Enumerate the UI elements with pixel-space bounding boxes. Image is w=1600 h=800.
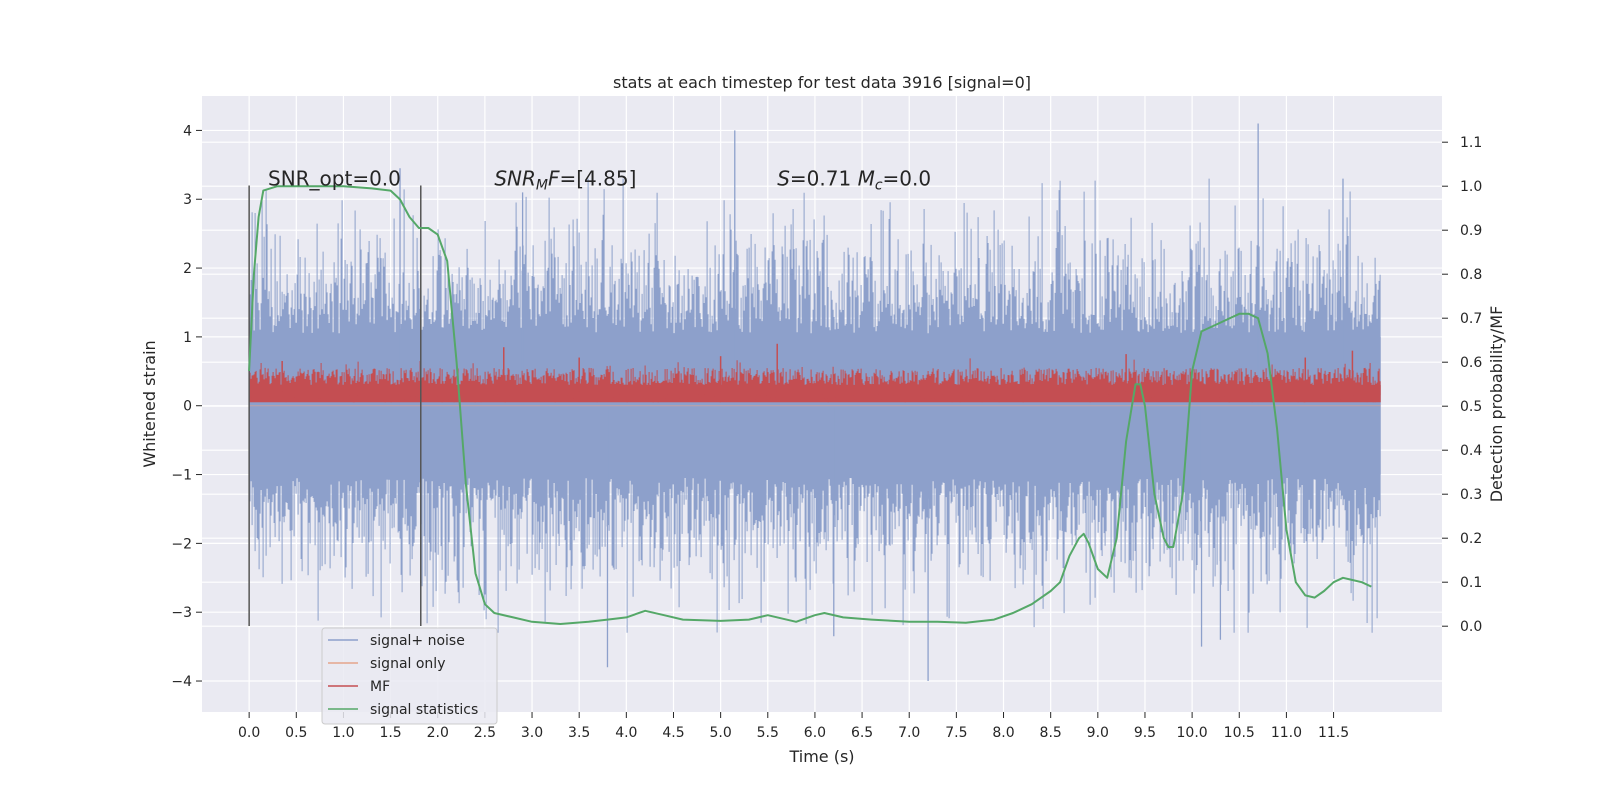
y2-tick-label: 0.6: [1460, 355, 1482, 371]
y2-tick-label: 0.3: [1460, 487, 1482, 503]
x-tick-label: 7.0: [898, 725, 920, 741]
annotation-part: SNR: [494, 166, 536, 190]
y2-tick-label: 0.1: [1460, 575, 1482, 591]
x-tick-label: 0.0: [238, 725, 260, 741]
annotation-part: M: [858, 166, 875, 190]
y-tick-label: 3: [183, 192, 192, 208]
y2-axis-label: Detection probability/MF: [1487, 306, 1506, 503]
x-tick-label: 4.5: [662, 725, 684, 741]
stats-line: [248, 185, 1372, 625]
x-tick-label: 2.5: [474, 725, 496, 741]
series-mf: [248, 343, 1381, 403]
annotation-part: =0.0: [883, 166, 932, 190]
y-axis-label: Whitened strain: [140, 340, 159, 467]
y-axis-ticks: −4 −3 −2 −1 0 1 2 3 4: [171, 123, 202, 690]
y-tick-label: −4: [171, 674, 192, 690]
y-tick-label: 0: [183, 399, 192, 415]
legend-entry-signal-statistics: signal statistics: [370, 702, 478, 718]
x-tick-label: 2.0: [427, 725, 449, 741]
annotation-part: =[4.85]: [559, 166, 636, 190]
x-tick-label: 11.0: [1271, 725, 1302, 741]
y2-tick-label: 1.0: [1460, 179, 1482, 195]
y2-tick-label: 0.7: [1460, 311, 1482, 327]
legend: signal+ noise signal only MF signal stat…: [321, 627, 498, 725]
x-tick-label: 5.0: [709, 725, 731, 741]
x-tick-label: 7.5: [945, 725, 967, 741]
x-tick-label: 3.0: [521, 725, 543, 741]
y-tick-label: −3: [171, 605, 192, 621]
y2-tick-label: 0.5: [1460, 399, 1482, 415]
annotations: SNR_opt=0.0 SNRMF=[4.85] S=0.71 Mc=0.0: [268, 166, 931, 193]
annotation-s-mc: S=0.71 Mc=0.0: [777, 166, 931, 193]
x-tick-label: 10.0: [1177, 725, 1208, 741]
annotation-part: c: [875, 177, 883, 193]
y-tick-label: 1: [183, 330, 192, 346]
legend-box: [321, 627, 498, 725]
x-tick-label: 0.5: [285, 725, 307, 741]
x-tick-label: 1.0: [332, 725, 354, 741]
x-tick-label: 8.5: [1040, 725, 1062, 741]
y2-tick-label: 0.0: [1460, 619, 1482, 635]
annotation-part: SNR_opt=0.0: [268, 166, 401, 190]
y-tick-label: −1: [171, 468, 192, 484]
y2-tick-label: 0.9: [1460, 223, 1482, 239]
annotation-snr-mf: SNRMF=[4.85]: [494, 166, 636, 193]
x-tick-label: 5.5: [757, 725, 779, 741]
x-tick-label: 8.0: [992, 725, 1014, 741]
chart-title: stats at each timestep for test data 391…: [613, 73, 1031, 92]
x-tick-label: 4.0: [615, 725, 637, 741]
y-tick-label: −2: [171, 536, 192, 552]
y2-tick-label: 1.1: [1460, 135, 1482, 151]
y2-tick-label: 0.8: [1460, 267, 1482, 283]
x-tick-label: 6.5: [851, 725, 873, 741]
x-tick-label: 10.5: [1224, 725, 1255, 741]
x-tick-label: 11.5: [1318, 725, 1349, 741]
vertical-markers: [248, 185, 422, 626]
annotation-part: F: [548, 166, 560, 190]
x-tick-label: 6.0: [804, 725, 826, 741]
y-tick-label: 4: [183, 123, 192, 139]
annotation-snr-opt: SNR_opt=0.0: [268, 166, 401, 190]
y2-tick-label: 0.2: [1460, 531, 1482, 547]
annotation-part: =0.71: [790, 166, 858, 190]
y-tick-label: 2: [183, 261, 192, 277]
legend-entry-mf: MF: [370, 679, 390, 695]
legend-entry-signal-noise: signal+ noise: [370, 633, 465, 649]
x-axis-ticks: 0.0 0.5 1.0 1.5 2.0 2.5 3.0 3.5 4.0 4.5 5.0 5.5 6.0 6…: [238, 712, 1349, 741]
x-tick-label: 9.5: [1134, 725, 1156, 741]
y2-axis-ticks: 0.0 0.1 0.2 0.3 0.4 0.5 0.6 0.7 0.8 0.9 1.0 1.1: [1442, 135, 1482, 635]
x-tick-label: 9.0: [1087, 725, 1109, 741]
annotation-part: M: [536, 177, 548, 193]
annotation-part: S: [777, 166, 790, 190]
x-tick-label: 3.5: [568, 725, 590, 741]
y2-tick-label: 0.4: [1460, 443, 1482, 459]
legend-entry-signal-only: signal only: [370, 656, 445, 672]
x-tick-label: 1.5: [379, 725, 401, 741]
series-signal-statistics: [248, 185, 1372, 625]
x-axis-label: Time (s): [788, 747, 854, 766]
